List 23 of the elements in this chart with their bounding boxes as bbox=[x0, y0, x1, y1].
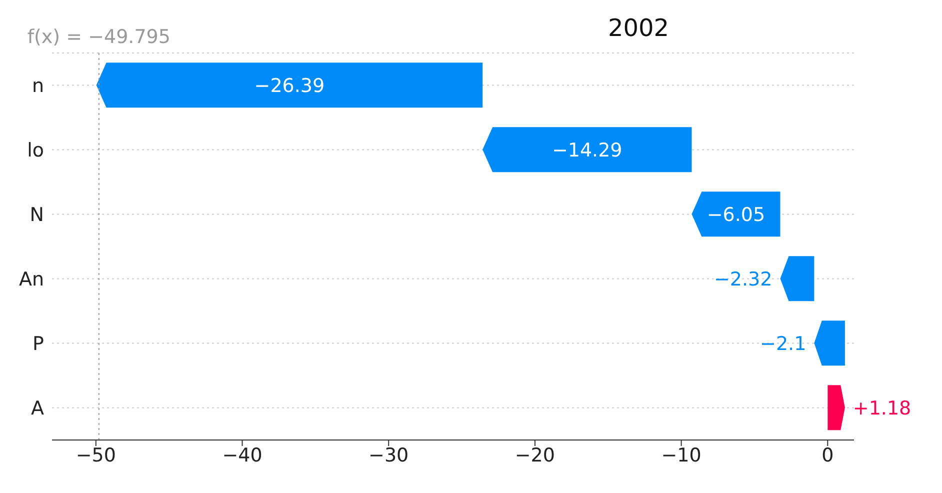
data-label: −26.39 bbox=[254, 74, 325, 97]
y-tick-label: N bbox=[30, 204, 44, 226]
x-tick-label: −40 bbox=[222, 444, 262, 466]
y-tick-label: P bbox=[32, 332, 44, 355]
data-label: −2.1 bbox=[760, 332, 806, 355]
bar bbox=[482, 127, 692, 172]
ref-line-label: f(x) = −49.795 bbox=[27, 26, 170, 48]
x-tick-label: −20 bbox=[514, 444, 556, 466]
x-tick-label: −10 bbox=[661, 444, 702, 466]
data-label: +1.18 bbox=[852, 397, 912, 420]
x-tick-label: −30 bbox=[368, 444, 409, 466]
y-tick-label: A bbox=[31, 397, 44, 420]
y-tick-label: An bbox=[18, 268, 44, 290]
y-tick-label: n bbox=[32, 74, 44, 97]
data-label: −14.29 bbox=[552, 139, 622, 162]
bar bbox=[692, 192, 780, 237]
data-label: −6.05 bbox=[706, 204, 766, 226]
x-tick-label: −50 bbox=[76, 444, 116, 466]
data-label: −2.32 bbox=[714, 268, 772, 290]
bar bbox=[96, 62, 483, 108]
chart-title: 2002 bbox=[608, 14, 670, 42]
x-tick-label: 0 bbox=[822, 444, 834, 466]
y-tick-label: lo bbox=[27, 139, 44, 162]
